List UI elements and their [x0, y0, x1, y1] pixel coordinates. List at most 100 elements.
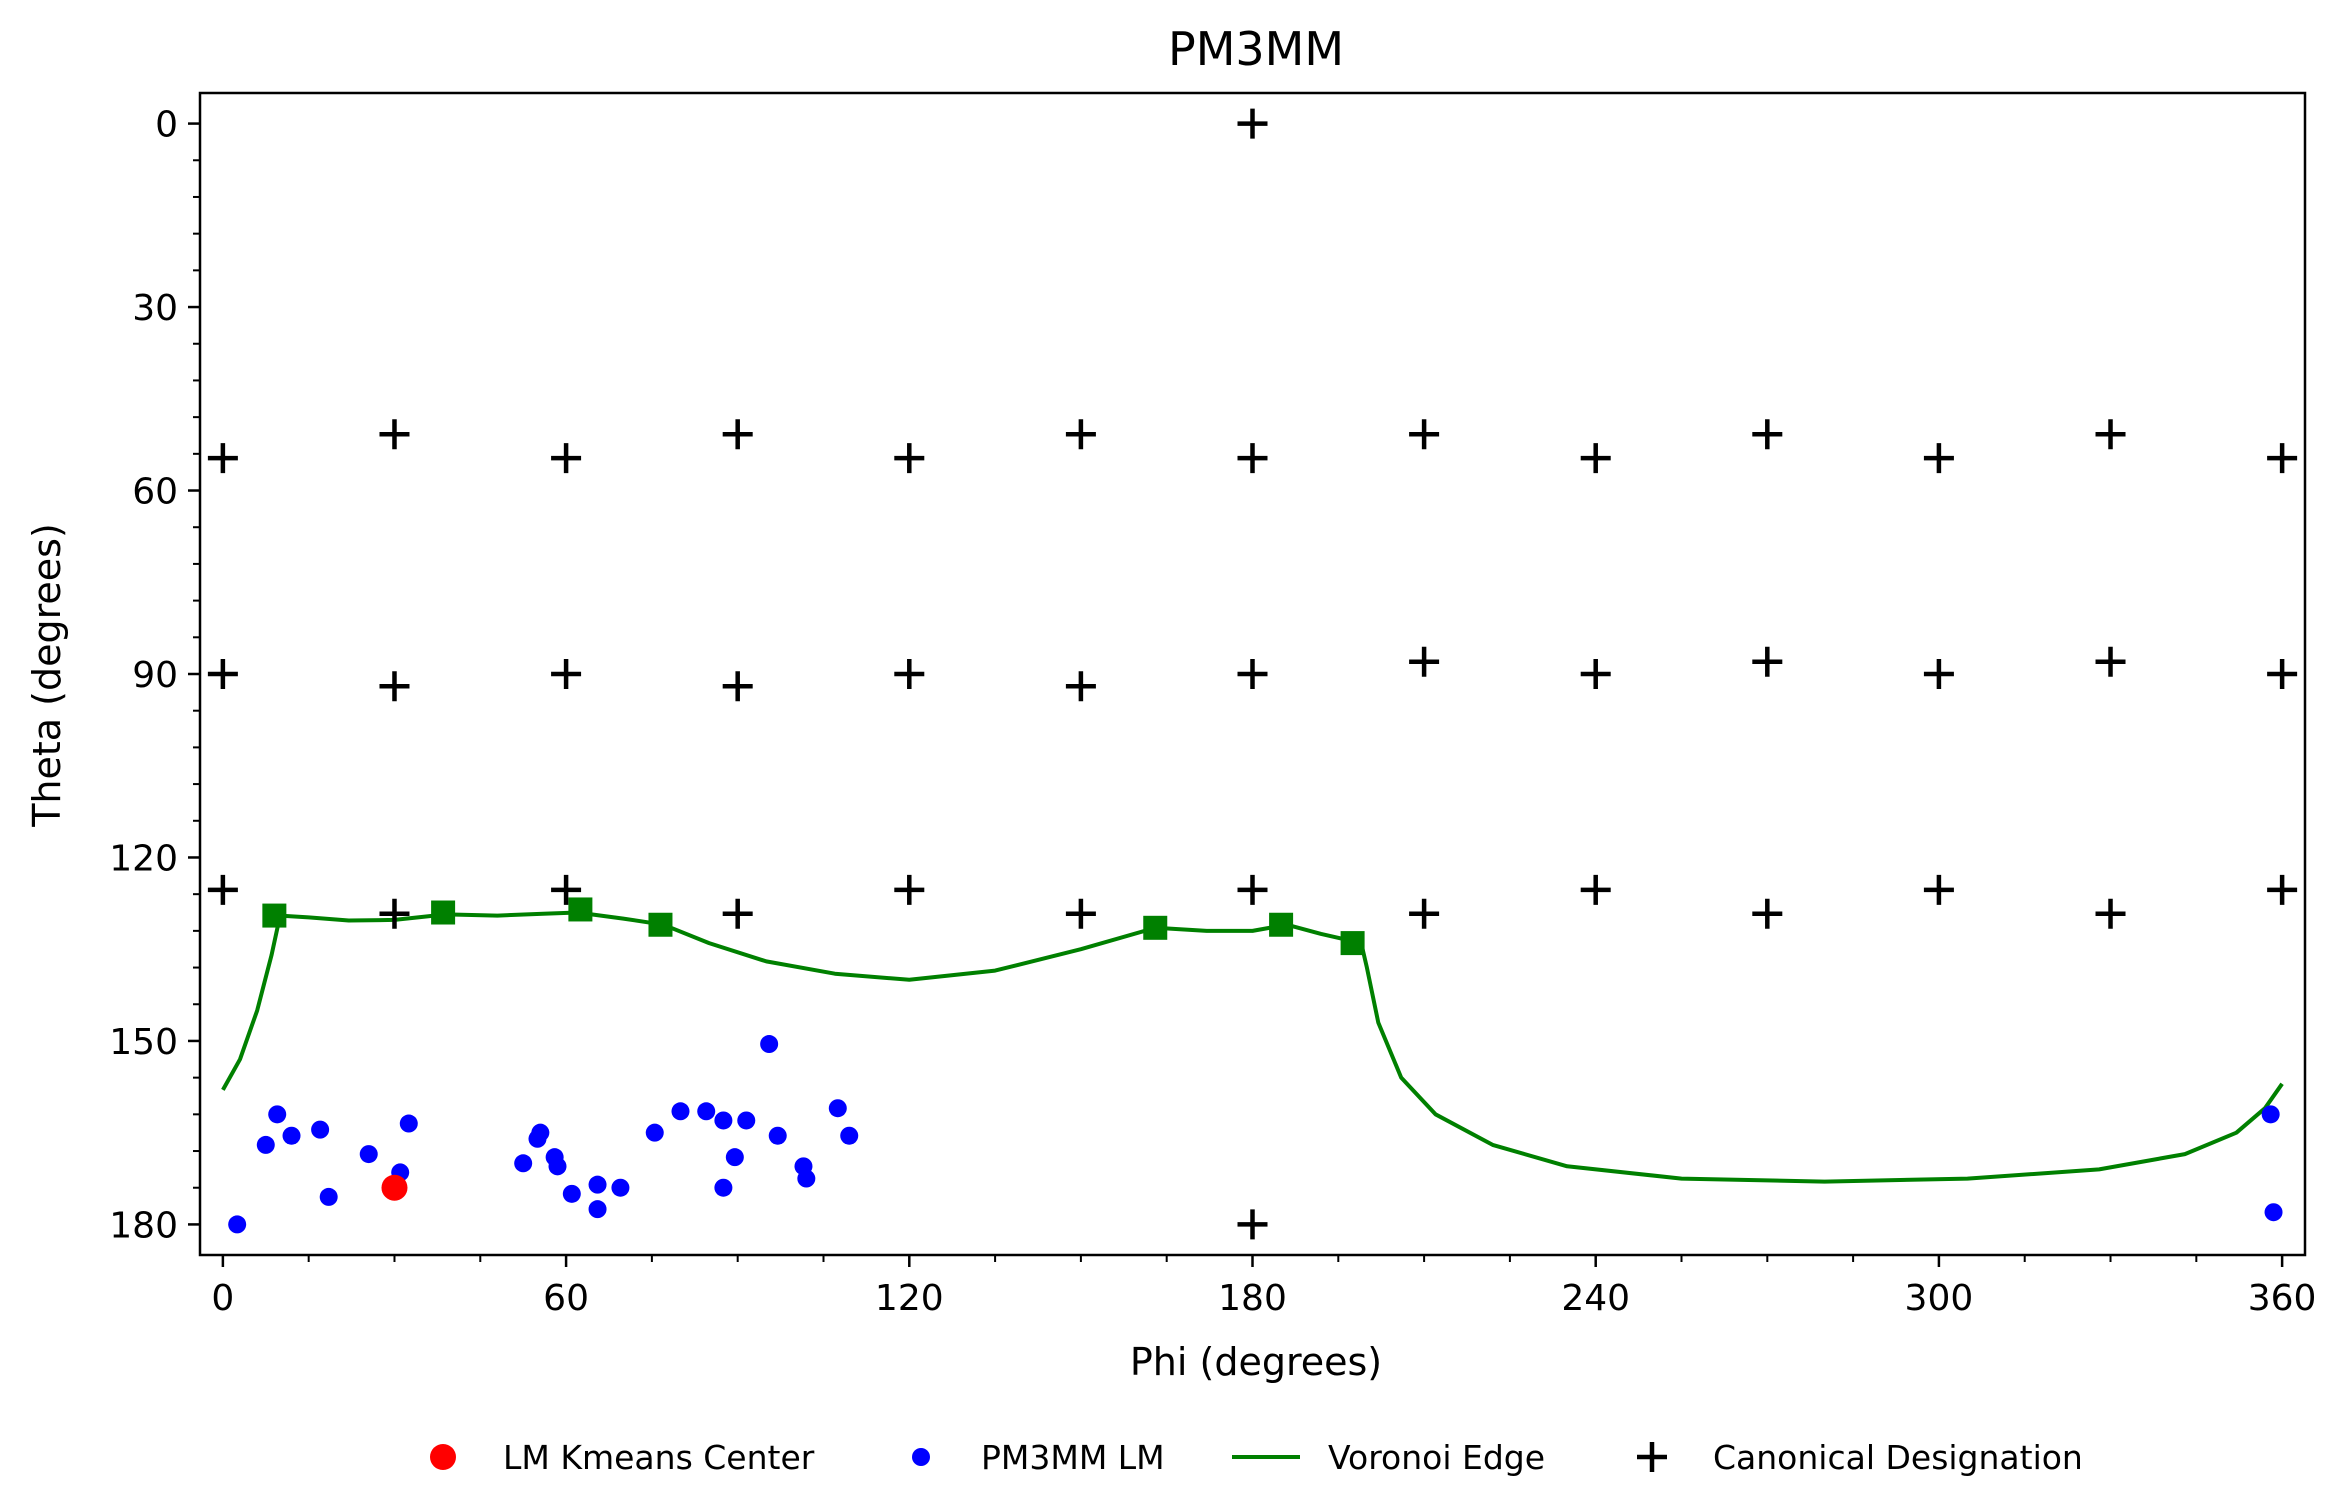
- canonical-designation-marker: [2095, 646, 2126, 677]
- canonical-designation-marker: [2095, 419, 2126, 450]
- canonical-designation-marker: [551, 874, 582, 905]
- canonical-designation-marker: [1923, 443, 1954, 474]
- legend-label: Canonical Designation: [1713, 1438, 2083, 1477]
- lm-point: [725, 1148, 744, 1167]
- canonical-designation-marker: [722, 419, 753, 450]
- canonical-designation-marker: [379, 898, 410, 929]
- voronoi-edge-line: [221, 910, 2284, 1184]
- canonical-designation-marker: [1752, 898, 1783, 929]
- y-axis-label: Theta (degrees): [25, 523, 69, 828]
- x-tick-label: 180: [1218, 1278, 1287, 1319]
- legend-label: Voronoi Edge: [1328, 1438, 1545, 1477]
- lm-point: [514, 1154, 533, 1173]
- canonical-designation-marker: [551, 443, 582, 474]
- voronoi-vertex-marker: [1143, 915, 1168, 940]
- lm-point: [714, 1111, 733, 1130]
- canonical-designation-marker: [207, 874, 238, 905]
- voronoi-vertex-marker: [1340, 931, 1365, 956]
- lm-point: [588, 1200, 607, 1219]
- canonical-designation-marker: [722, 671, 753, 702]
- voronoi-vertex-marker: [262, 903, 287, 928]
- canonical-designation-marker: [551, 659, 582, 689]
- legend-label: PM3MM LM: [981, 1438, 1165, 1477]
- canonical-designation-marker: [1752, 646, 1783, 677]
- lm-point: [768, 1126, 787, 1145]
- lm-point: [737, 1111, 756, 1130]
- lm-point: [760, 1035, 779, 1054]
- canonical-designation-marker: [894, 659, 925, 689]
- canonical-designation-marker: [894, 874, 925, 905]
- canonical-designation-marker: [2267, 874, 2298, 905]
- x-tick-label: 240: [1561, 1278, 1630, 1319]
- lm-point: [548, 1157, 567, 1176]
- canonical-designation-marker: [2267, 659, 2298, 689]
- lm-point: [2264, 1203, 2283, 1222]
- canonical-designation-marker: [1237, 659, 1268, 689]
- lm-point: [671, 1102, 690, 1121]
- lm-point: [531, 1123, 550, 1142]
- lm-point: [714, 1178, 733, 1197]
- lm-point: [611, 1178, 630, 1197]
- canonical-designation-marker: [722, 898, 753, 929]
- y-tick-label: 90: [132, 655, 178, 696]
- x-tick-label: 120: [875, 1278, 944, 1319]
- y-tick-label: 30: [132, 288, 178, 329]
- canonical-designation-marker: [207, 443, 238, 474]
- legend: LM Kmeans Center PM3MM LM Voronoi Edge Cano…: [430, 1438, 2083, 1477]
- lm-point: [697, 1102, 716, 1121]
- x-tick-label: 60: [543, 1278, 589, 1319]
- plot-area: [207, 108, 2298, 1240]
- lm-point: [311, 1120, 330, 1139]
- canonical-designation-marker: [379, 419, 410, 450]
- x-axis: 0 60 120 180 240 300 360: [211, 1255, 2316, 1319]
- voronoi-vertex-marker: [1269, 912, 1294, 937]
- canonical-designation-marker: [1237, 108, 1268, 139]
- lm-point: [282, 1126, 301, 1145]
- y-axis: 0 30 60 90 120 150 180: [109, 105, 200, 1246]
- x-axis-label: Phi (degrees): [1130, 1340, 1382, 1384]
- canonical-designation-marker: [2267, 443, 2298, 474]
- x-tick-label: 300: [1905, 1278, 1974, 1319]
- lm-point: [319, 1187, 338, 1206]
- canonical-designation-marker: [1580, 874, 1611, 905]
- canonical-designation-marker: [894, 443, 925, 474]
- voronoi-vertex-marker: [648, 912, 673, 937]
- canonical-designation-marker: [1580, 659, 1611, 689]
- chart-title: PM3MM: [1168, 22, 1344, 76]
- lm-point: [268, 1105, 287, 1124]
- voronoi-vertex-marker: [431, 900, 456, 925]
- canonical-designation-marker: [1237, 1209, 1268, 1240]
- canonical-designation-marker: [1580, 443, 1611, 474]
- lm-point: [399, 1114, 418, 1133]
- legend-marker-canonical-designation: [1637, 1442, 1667, 1472]
- canonical-designation-marker: [1752, 419, 1783, 450]
- canonical-designation-marker: [1409, 646, 1440, 677]
- legend-marker-lm: [912, 1448, 930, 1466]
- legend-label: LM Kmeans Center: [503, 1438, 815, 1477]
- y-tick-label: 0: [155, 105, 178, 146]
- canonical-designation-marker: [207, 659, 238, 689]
- kmeans-center-point: [381, 1174, 408, 1201]
- y-tick-label: 120: [109, 838, 178, 879]
- canonical-designation-marker: [1065, 671, 1096, 702]
- canonical-designation-marker: [1409, 419, 1440, 450]
- lm-point: [645, 1123, 664, 1142]
- canonical-designation-marker: [1409, 898, 1440, 929]
- lm-point: [562, 1184, 581, 1203]
- canonical-designation-marker: [379, 671, 410, 702]
- lm-point: [828, 1099, 847, 1118]
- x-tick-label: 360: [2248, 1278, 2317, 1319]
- lm-point: [588, 1175, 607, 1194]
- canonical-designation-marker: [1923, 659, 1954, 689]
- lm-point: [797, 1169, 816, 1188]
- y-tick-label: 60: [132, 472, 178, 513]
- lm-point: [228, 1215, 247, 1234]
- canonical-designation-marker: [1065, 898, 1096, 929]
- canonical-designation-marker: [1065, 419, 1096, 450]
- canonical-designation-marker: [1237, 443, 1268, 474]
- y-tick-label: 150: [109, 1022, 178, 1063]
- lm-point: [2261, 1105, 2280, 1124]
- canonical-designation-marker: [1237, 874, 1268, 905]
